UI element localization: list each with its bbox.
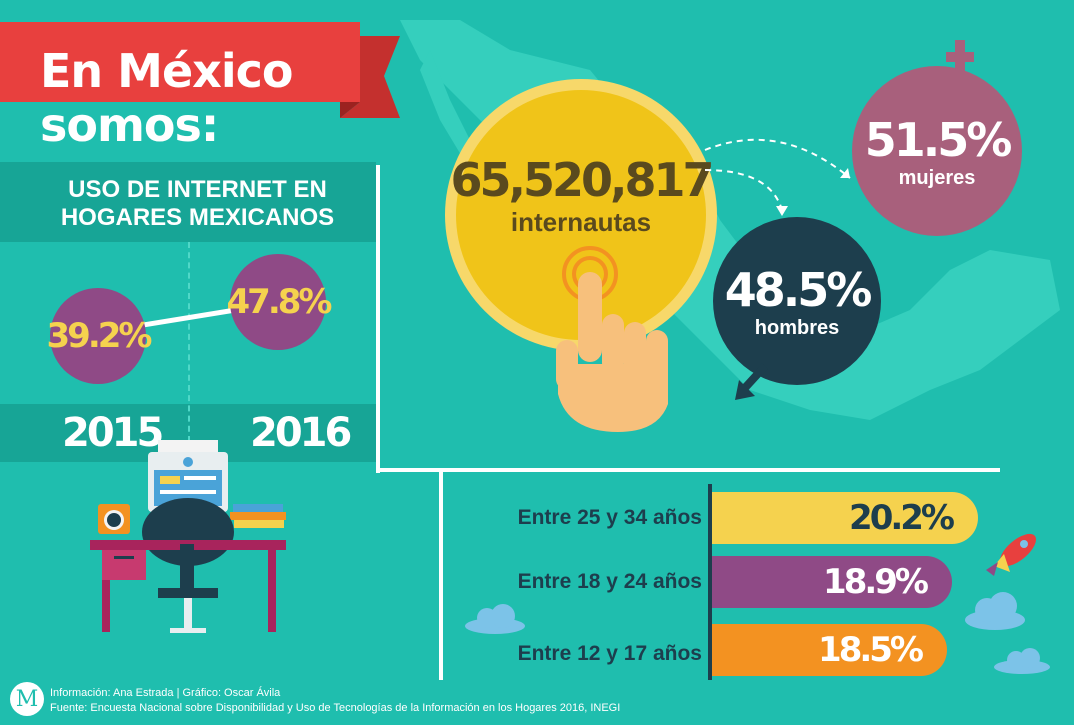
title-banner: [0, 22, 400, 118]
women-circle: 51.5% mujeres: [852, 66, 1022, 236]
page-title: En México somos:: [40, 44, 293, 152]
female-symbol-icon: [946, 40, 974, 76]
percent-2015-circle: 39.2%: [47, 288, 152, 384]
divider-vertical-left: [376, 165, 380, 473]
cloud-icon: [994, 648, 1050, 674]
internautas-label: internautas: [510, 206, 652, 237]
credits-source: Fuente: Encuesta Nacional sobre Disponib…: [50, 702, 621, 714]
women-label: mujeres: [898, 166, 976, 189]
age-label-18-24: Entre 18 y 24 años: [517, 570, 702, 593]
cloud-icon: [965, 592, 1025, 630]
credits-authors: Información: Ana Estrada | Gráfico: Osca…: [50, 687, 281, 699]
men-percent: 48.5%: [724, 262, 873, 317]
dashed-arrow-women: [704, 138, 851, 179]
age-label-12-17: Entre 12 y 17 años: [517, 642, 702, 665]
year-2015: 2015: [62, 410, 164, 456]
age-bar-18-24: 18.9%: [712, 556, 952, 608]
percent-2015: 39.2%: [46, 316, 153, 356]
percent-2016-circle: 47.8%: [227, 254, 332, 350]
internautas-count: 65,520,817: [450, 152, 715, 207]
age-bar-12-17: 18.5%: [712, 624, 947, 676]
men-circle: 48.5% hombres: [713, 217, 881, 385]
dashed-arrow-men: [704, 169, 788, 216]
age-value-18-24: 18.9%: [823, 562, 929, 602]
cloud-icon: [465, 604, 525, 634]
age-axis-line: [708, 484, 712, 680]
rocket-icon: [986, 533, 1037, 576]
age-value-25-34: 20.2%: [849, 498, 955, 538]
credits: Información: Ana Estrada | Gráfico: Osca…: [50, 686, 620, 716]
connector-line-dashed: [188, 242, 190, 442]
publisher-logo: M: [10, 682, 44, 716]
hand-pointer-icon: [556, 246, 668, 432]
divider-horizontal: [376, 468, 1000, 472]
women-percent: 51.5%: [864, 112, 1013, 167]
divider-vertical-bottom: [439, 472, 443, 680]
year-2016: 2016: [250, 410, 352, 456]
publisher-logo-letter: M: [15, 686, 39, 712]
male-arrow-icon: [735, 363, 768, 400]
desk-computer-illustration: [90, 440, 286, 633]
age-bar-25-34: 20.2%: [712, 492, 978, 544]
age-label-25-34: Entre 25 y 34 años: [517, 506, 702, 529]
internet-heading-band: [0, 162, 376, 242]
men-label: hombres: [754, 316, 840, 339]
percent-2016: 47.8%: [226, 282, 333, 322]
internet-section-heading: USO DE INTERNET EN HOGARES MEXICANOS: [60, 176, 335, 231]
age-value-12-17: 18.5%: [818, 630, 924, 670]
